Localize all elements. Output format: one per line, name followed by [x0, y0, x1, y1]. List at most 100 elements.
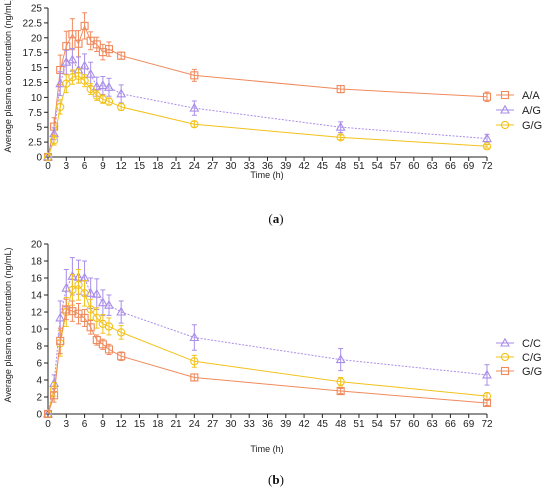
series-line	[47, 284, 488, 415]
data-point	[482, 142, 492, 151]
data-point	[335, 354, 346, 364]
y-ticks: 0 2.5 5 7.5 10 12.5 15 17.5 20 22.5 25	[23, 4, 48, 164]
data-point	[482, 92, 492, 101]
x-axis-title: Time (h)	[250, 444, 283, 454]
x-tick-label: 30	[225, 419, 237, 430]
x-tick-label: 57	[390, 419, 402, 430]
data-point	[43, 409, 53, 419]
chart-panel-a: Average plasma concentration (ng/mL) 0 2.…	[3, 0, 542, 226]
x-tick-label: 24	[189, 419, 201, 430]
data-point	[55, 312, 66, 322]
data-point	[336, 133, 345, 142]
data-point	[43, 151, 53, 161]
x-tick-label: 30	[225, 161, 237, 172]
x-ticks: 0 3 6 9 12 15 18 21 24 27 30 33 36 39 42 45 48 51 54 57 60 63…	[45, 414, 493, 430]
x-tick-label: 66	[445, 419, 457, 430]
x-tick-label: 72	[481, 161, 493, 172]
data-point	[86, 84, 95, 94]
y-tick-label: 0	[36, 153, 42, 164]
legend-label: A/A	[522, 90, 540, 102]
x-tick-label: 54	[372, 161, 384, 172]
x-tick-label: 45	[317, 419, 329, 430]
x-tick-label: 15	[134, 419, 146, 430]
y-tick-label: 10	[31, 325, 43, 336]
data-point	[116, 88, 127, 98]
x-tick-label: 39	[280, 161, 292, 172]
data-point	[336, 85, 345, 94]
x-tick-label: 72	[481, 419, 493, 430]
x-tick-label: 21	[170, 161, 182, 172]
data-point	[189, 102, 200, 112]
data-point	[335, 121, 346, 131]
legend-label: A/G	[522, 105, 541, 117]
data-point	[56, 336, 65, 345]
data-point	[61, 56, 72, 66]
legend-item: C/G	[496, 352, 542, 364]
y-tick-label: 20	[31, 240, 43, 251]
series-line	[47, 24, 488, 158]
data-point	[62, 79, 71, 88]
data-point	[68, 307, 77, 316]
legend-marker	[500, 90, 510, 100]
y-tick-label: 0	[36, 410, 42, 421]
x-tick-label: 12	[116, 419, 128, 430]
y-tick-label: 25	[31, 4, 43, 15]
data-point	[91, 81, 102, 91]
data-point	[68, 72, 77, 82]
series-line	[47, 308, 488, 415]
legend-label: C/C	[522, 338, 541, 350]
panel-label-a: (a)	[268, 211, 283, 226]
data-point	[80, 21, 89, 30]
legend-marker	[500, 337, 510, 347]
y-tick-label: 17.5	[23, 48, 43, 59]
data-point	[104, 322, 114, 331]
data-point	[190, 71, 199, 80]
data-point	[61, 282, 72, 292]
x-tick-label: 51	[353, 161, 365, 172]
data-point	[190, 373, 199, 382]
x-tick-label: 69	[463, 419, 475, 430]
x-tick-label: 48	[335, 419, 347, 430]
data-point	[482, 398, 492, 408]
x-tick-label: 57	[390, 161, 402, 172]
data-point	[74, 280, 83, 289]
x-tick-label: 18	[152, 419, 164, 430]
data-point	[104, 97, 114, 106]
data-point	[56, 102, 65, 112]
y-tick-label: 20	[31, 33, 43, 44]
legend: C/C C/G G/G	[496, 337, 542, 378]
legend: A/A A/G G/G	[496, 90, 542, 132]
y-tick-label: 2.5	[28, 138, 42, 149]
data-point	[104, 345, 114, 354]
legend-label: G/G	[522, 120, 542, 132]
x-tick-label: 3	[64, 419, 70, 430]
series-c-c	[43, 257, 492, 418]
series-layer	[43, 257, 492, 419]
x-axis-title: Time (h)	[250, 170, 283, 180]
x-tick-label: 27	[207, 419, 219, 430]
data-point	[117, 352, 126, 361]
legend-label: C/G	[522, 352, 542, 364]
data-point	[189, 332, 200, 342]
series-c-g	[43, 269, 492, 419]
series-g-g	[43, 68, 492, 162]
x-tick-label: 33	[244, 419, 256, 430]
data-point	[74, 71, 83, 81]
y-axis-title: Average plasma concentration (ng/mL)	[3, 248, 13, 403]
series-layer	[43, 12, 492, 162]
legend-label: G/G	[522, 366, 542, 378]
data-point	[49, 136, 59, 145]
chart-panel-b: Average plasma concentration (ng/mL) 0 24…	[3, 240, 542, 488]
series-line	[47, 275, 488, 415]
legend-marker	[500, 366, 510, 376]
x-tick-label: 60	[408, 419, 420, 430]
y-tick-label: 6	[36, 359, 42, 370]
x-tick-label: 3	[64, 161, 70, 172]
x-tick-label: 51	[353, 419, 365, 430]
legend-item: A/A	[496, 90, 540, 102]
x-tick-label: 69	[463, 161, 475, 172]
legend-item: A/G	[496, 104, 541, 117]
data-point	[80, 289, 89, 298]
data-point	[117, 51, 126, 60]
